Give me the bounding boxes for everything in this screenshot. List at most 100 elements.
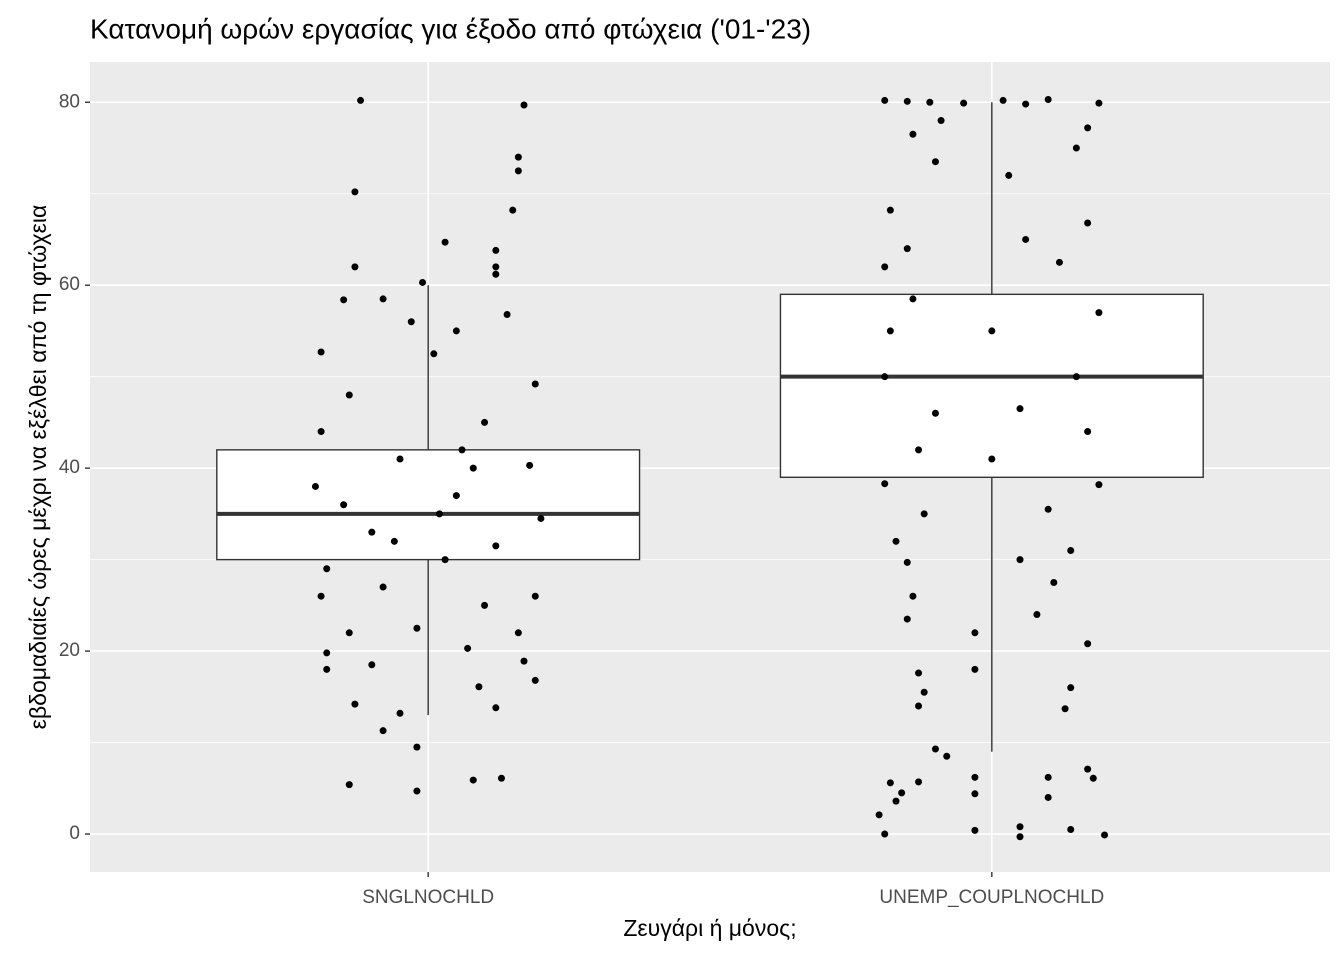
point [903,558,911,566]
point [514,629,522,637]
point [886,327,894,335]
point [368,661,376,669]
point [1016,823,1024,831]
point [379,727,387,735]
point [514,153,522,161]
point [1101,831,1109,839]
point [531,592,539,600]
point [481,418,489,426]
point [509,206,517,214]
point [531,676,539,684]
point [1016,556,1024,564]
point [492,270,500,278]
point [469,464,477,472]
point [931,409,939,417]
point [514,167,522,175]
point [909,130,917,138]
point [1089,774,1097,782]
point [881,830,889,838]
point [1095,481,1103,489]
point [1095,99,1103,107]
y-axis-label: εβδομαδιαίες ώρες μέχρι να εξέλθει από τ… [25,205,51,730]
point [340,296,348,304]
point [497,774,505,782]
y-tick-label: 40 [59,457,80,478]
point [520,101,528,109]
point [1084,640,1092,648]
point [988,455,996,463]
point [909,295,917,303]
chart-title: Κατανομή ωρών εργασίας για έξοδο από φτώ… [90,13,811,44]
point [390,537,398,545]
point [481,601,489,609]
point [317,592,325,600]
point [368,528,376,536]
point [915,669,923,677]
point [937,117,945,125]
point [1067,546,1075,554]
point [419,278,427,286]
point [379,295,387,303]
point [1072,144,1080,152]
x-tick-label: UNEMP_COUPLNOCHLD [879,887,1104,908]
point [492,704,500,712]
point [971,665,979,673]
point [1044,773,1052,781]
point [971,773,979,781]
point [311,482,319,490]
point [520,657,528,665]
point [960,99,968,107]
point [971,790,979,798]
point [926,98,934,106]
y-tick-label: 20 [59,640,80,661]
point [317,348,325,356]
point [396,709,404,717]
point [1084,219,1092,227]
x-tick-label: SNGLNOCHLD [362,887,494,908]
point [351,188,359,196]
point [323,649,331,657]
point [1084,765,1092,773]
point [1022,235,1030,243]
point [537,514,545,522]
point [492,542,500,550]
point [441,556,449,564]
point [413,624,421,632]
point [903,615,911,623]
point [881,373,889,381]
point [357,96,365,104]
point [892,797,900,805]
point [469,776,477,784]
point [881,96,889,104]
point [492,263,500,271]
point [452,492,460,500]
y-tick-label: 80 [59,91,80,112]
point [396,455,404,463]
point [351,700,359,708]
point [492,246,500,254]
point [943,752,951,760]
point [909,592,917,600]
point [903,97,911,105]
box [216,449,641,561]
point [1072,373,1080,381]
point [1095,309,1103,317]
point [971,826,979,834]
point [345,391,353,399]
y-tick-label: 60 [59,274,80,295]
point [1016,405,1024,413]
y-tick-label: 0 [69,823,80,844]
point [915,446,923,454]
point [435,510,443,518]
point [1005,171,1013,179]
point [345,629,353,637]
point [1044,793,1052,801]
point [317,428,325,436]
point [875,811,883,819]
point [892,537,900,545]
point [345,781,353,789]
point [531,380,539,388]
point [999,96,1007,104]
point [881,480,889,488]
point [407,318,415,326]
